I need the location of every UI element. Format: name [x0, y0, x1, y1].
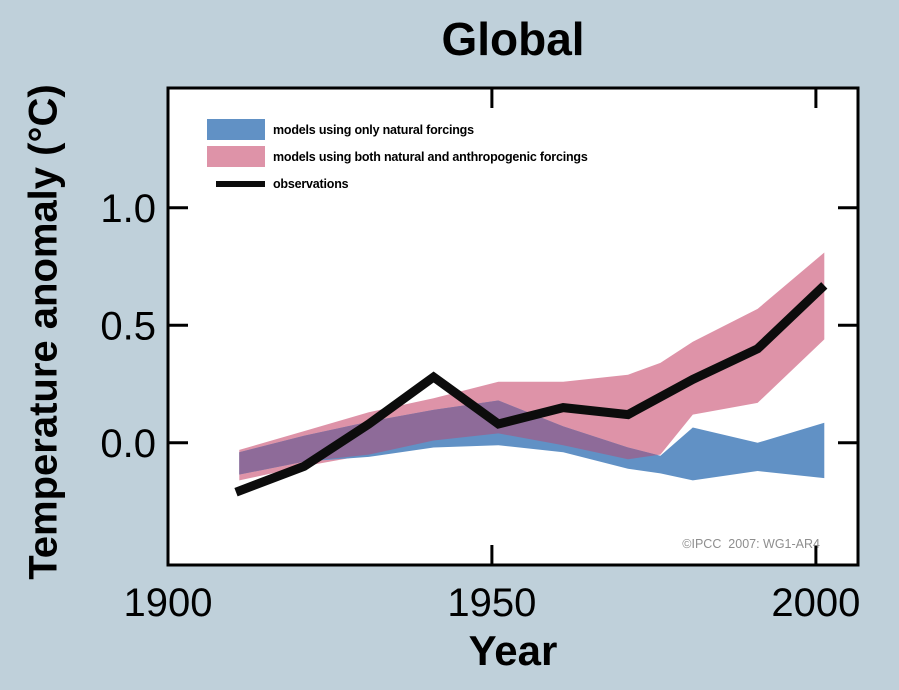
legend-label-combined: models using both natural and anthropoge…: [273, 149, 588, 164]
legend-row-natural: models using only natural forcings: [207, 119, 588, 140]
legend-row-combined: models using both natural and anthropoge…: [207, 146, 588, 167]
x-tick-label: 2000: [771, 581, 860, 625]
legend-label-observations: observations: [273, 176, 349, 191]
x-tick-label: 1900: [124, 581, 213, 625]
plot-frame: [166, 86, 860, 567]
chart-title: Global: [441, 13, 585, 65]
y-tick-label: 1.0: [100, 187, 156, 231]
attribution: ©IPCC 2007: WG1-AR4: [682, 537, 820, 551]
combined-forcings-swatch: [207, 146, 265, 167]
legend-label-natural: models using only natural forcings: [273, 122, 474, 137]
y-tick-label: 0.0: [100, 422, 156, 466]
band-overlap: [239, 400, 658, 475]
legend: models using only natural forcings model…: [207, 119, 588, 194]
x-tick-label: 1950: [447, 581, 536, 625]
y-tick-label: 0.5: [100, 304, 156, 348]
natural-forcings-swatch: [207, 119, 265, 140]
x-axis-title: Year: [468, 627, 558, 674]
observations-line: [234, 282, 828, 497]
observations-line-swatch: [216, 180, 265, 187]
legend-row-observations: observations: [207, 173, 588, 194]
